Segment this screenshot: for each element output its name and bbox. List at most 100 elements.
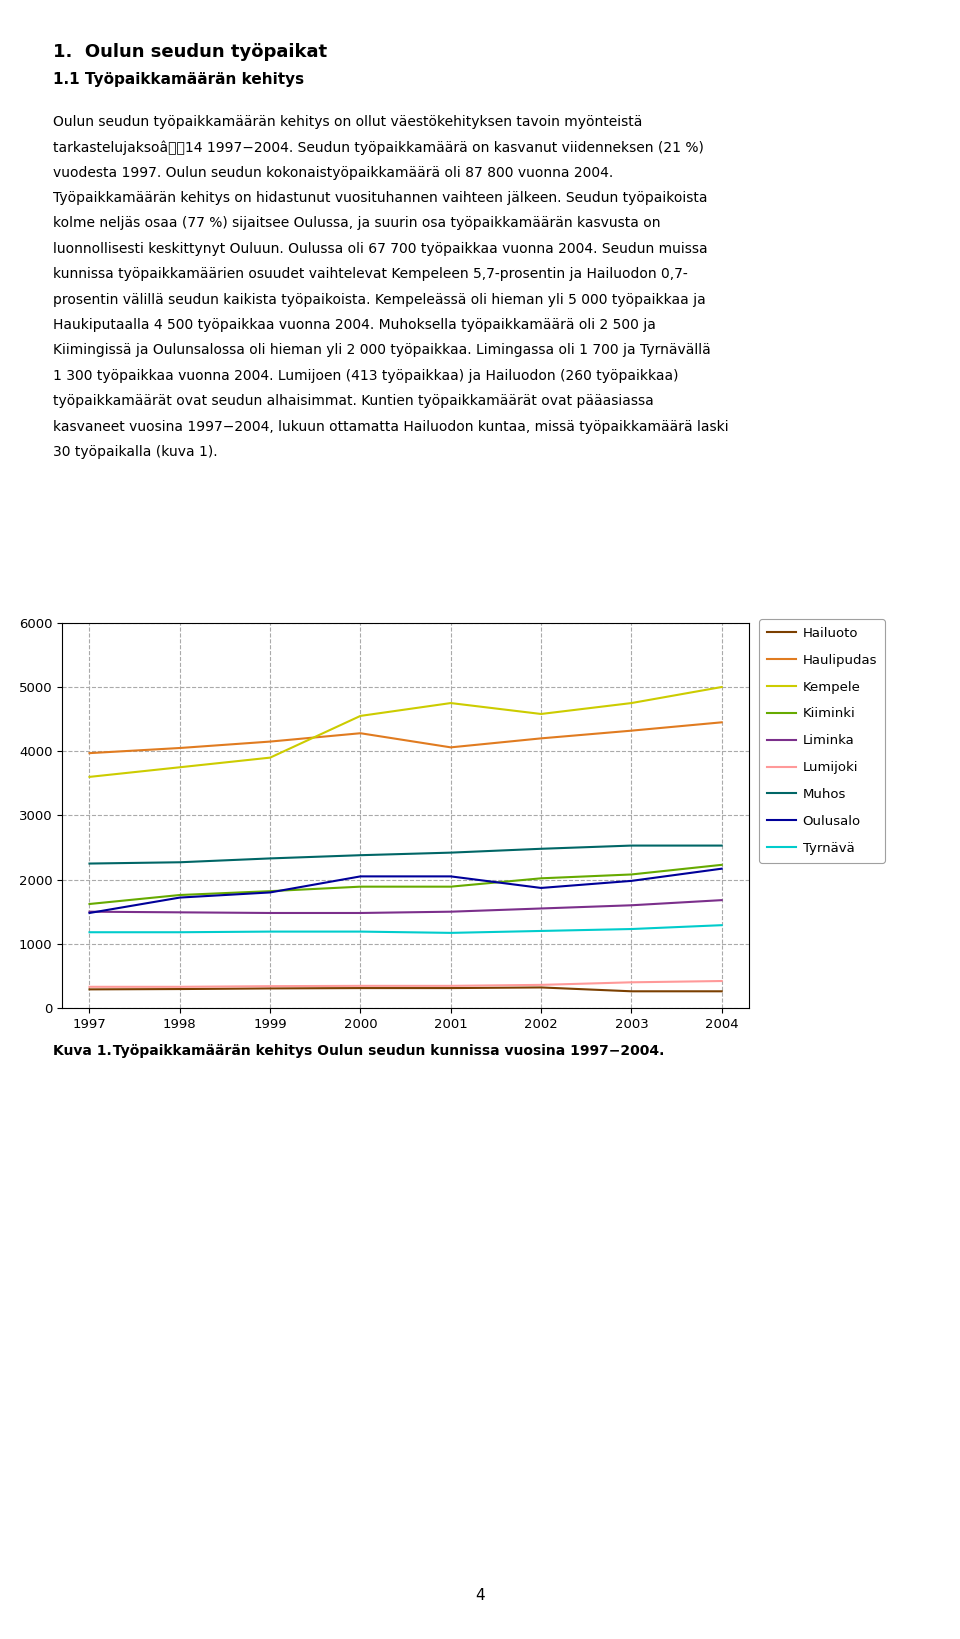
- Oulusalo: [626, 870, 637, 890]
- Hailuoto: [264, 978, 276, 998]
- Kempele: [354, 706, 366, 726]
- Haulipudas: [354, 723, 366, 742]
- Kempele: [174, 757, 185, 777]
- Muhos: [536, 839, 547, 859]
- Liminka: [264, 903, 276, 923]
- Liminka: [445, 901, 457, 921]
- Text: vuodesta 1997. Oulun seudun kokonaistyöpaikkamäärä oli 87 800 vuonna 2004.: vuodesta 1997. Oulun seudun kokonaistyöp…: [53, 166, 613, 180]
- Text: Työpaikkamäärän kehitys on hidastunut vuosituhannen vaihteen jälkeen. Seudun työ: Työpaikkamäärän kehitys on hidastunut vu…: [53, 190, 708, 205]
- Tyrnävä: [536, 921, 547, 941]
- Lumijoki: [626, 972, 637, 992]
- Oulusalo: [354, 867, 366, 887]
- Kempele: [84, 767, 95, 787]
- Kiiminki: [626, 865, 637, 885]
- Text: Kiimingissä ja Oulunsalossa oli hieman yli 2 000 työpaikkaa. Limingassa oli 1 70: Kiimingissä ja Oulunsalossa oli hieman y…: [53, 344, 710, 357]
- Line: Muhos: Muhos: [89, 846, 722, 864]
- Oulusalo: [84, 903, 95, 923]
- Line: Hailuoto: Hailuoto: [89, 987, 722, 992]
- Line: Oulusalo: Oulusalo: [89, 869, 722, 913]
- Liminka: [84, 901, 95, 921]
- Hailuoto: [445, 978, 457, 998]
- Lumijoki: [84, 977, 95, 997]
- Text: 30 työpaikalla (kuva 1).: 30 työpaikalla (kuva 1).: [53, 444, 217, 459]
- Kiiminki: [174, 885, 185, 905]
- Muhos: [174, 852, 185, 872]
- Text: Haukiputaalla 4 500 työpaikkaa vuonna 2004. Muhoksella työpaikkamäärä oli 2 500 : Haukiputaalla 4 500 työpaikkaa vuonna 20…: [53, 318, 656, 333]
- Muhos: [626, 836, 637, 856]
- Text: kunnissa työpaikkamäärien osuudet vaihtelevat Kempeleen 5,7-prosentin ja Hailuod: kunnissa työpaikkamäärien osuudet vaihte…: [53, 267, 687, 282]
- Kiiminki: [536, 869, 547, 888]
- Line: Lumijoki: Lumijoki: [89, 982, 722, 987]
- Line: Liminka: Liminka: [89, 900, 722, 913]
- Liminka: [174, 903, 185, 923]
- Hailuoto: [626, 982, 637, 1001]
- Kempele: [445, 693, 457, 713]
- Lumijoki: [354, 975, 366, 995]
- Liminka: [354, 903, 366, 923]
- Hailuoto: [84, 980, 95, 1000]
- Text: 4: 4: [475, 1588, 485, 1603]
- Lumijoki: [536, 975, 547, 995]
- Haulipudas: [536, 728, 547, 747]
- Text: luonnollisesti keskittynyt Ouluun. Oulussa oli 67 700 työpaikkaa vuonna 2004. Se: luonnollisesti keskittynyt Ouluun. Oulus…: [53, 243, 708, 256]
- Lumijoki: [264, 977, 276, 997]
- Kiiminki: [354, 877, 366, 897]
- Haulipudas: [84, 744, 95, 764]
- Kempele: [264, 747, 276, 767]
- Oulusalo: [445, 867, 457, 887]
- Lumijoki: [445, 975, 457, 995]
- Tyrnävä: [354, 921, 366, 941]
- Text: työpaikkamäärät ovat seudun alhaisimmat. Kuntien työpaikkamäärät ovat pääasiassa: työpaikkamäärät ovat seudun alhaisimmat.…: [53, 395, 654, 408]
- Text: Työpaikkamäärän kehitys Oulun seudun kunnissa vuosina 1997−2004.: Työpaikkamäärän kehitys Oulun seudun kun…: [103, 1044, 664, 1059]
- Oulusalo: [264, 882, 276, 901]
- Hailuoto: [716, 982, 728, 1001]
- Lumijoki: [716, 972, 728, 992]
- Lumijoki: [174, 977, 185, 997]
- Kiiminki: [84, 895, 95, 915]
- Oulusalo: [716, 859, 728, 879]
- Kempele: [716, 677, 728, 697]
- Haulipudas: [716, 713, 728, 733]
- Oulusalo: [536, 879, 547, 898]
- Tyrnävä: [174, 923, 185, 942]
- Liminka: [716, 890, 728, 910]
- Kiiminki: [264, 882, 276, 901]
- Muhos: [84, 854, 95, 874]
- Hailuoto: [354, 978, 366, 998]
- Kiiminki: [445, 877, 457, 897]
- Tyrnävä: [445, 923, 457, 942]
- Text: 1 300 työpaikkaa vuonna 2004. Lumijoen (413 työpaikkaa) ja Hailuodon (260 työpai: 1 300 työpaikkaa vuonna 2004. Lumijoen (…: [53, 369, 679, 384]
- Kempele: [626, 693, 637, 713]
- Muhos: [445, 842, 457, 862]
- Text: 1.  Oulun seudun työpaikat: 1. Oulun seudun työpaikat: [53, 43, 327, 61]
- Oulusalo: [174, 888, 185, 908]
- Text: Oulun seudun työpaikkamäärän kehitys on ollut väestökehityksen tavoin myönteistä: Oulun seudun työpaikkamäärän kehitys on …: [53, 115, 642, 129]
- Kempele: [536, 705, 547, 724]
- Line: Tyrnävä: Tyrnävä: [89, 924, 722, 933]
- Muhos: [264, 849, 276, 869]
- Line: Haulipudas: Haulipudas: [89, 723, 722, 754]
- Text: Kuva 1.: Kuva 1.: [53, 1044, 111, 1059]
- Liminka: [536, 898, 547, 918]
- Liminka: [626, 895, 637, 915]
- Line: Kempele: Kempele: [89, 687, 722, 777]
- Text: kasvaneet vuosina 1997−2004, lukuun ottamatta Hailuodon kuntaa, missä työpaikkam: kasvaneet vuosina 1997−2004, lukuun otta…: [53, 420, 729, 434]
- Haulipudas: [264, 731, 276, 751]
- Text: kolme neljäs osaa (77 %) sijaitsee Oulussa, ja suurin osa työpaikkamäärän kasvus: kolme neljäs osaa (77 %) sijaitsee Oulus…: [53, 216, 660, 231]
- Tyrnävä: [264, 921, 276, 941]
- Legend: Hailuoto, Haulipudas, Kempele, Kiiminki, Liminka, Lumijoki, Muhos, Oulusalo, Tyr: Hailuoto, Haulipudas, Kempele, Kiiminki,…: [759, 620, 885, 862]
- Kiiminki: [716, 856, 728, 875]
- Muhos: [354, 846, 366, 865]
- Muhos: [716, 836, 728, 856]
- Tyrnävä: [716, 915, 728, 934]
- Tyrnävä: [84, 923, 95, 942]
- Line: Kiiminki: Kiiminki: [89, 865, 722, 905]
- Haulipudas: [174, 738, 185, 757]
- Text: prosentin välillä seudun kaikista työpaikoista. Kempeleässä oli hieman yli 5 000: prosentin välillä seudun kaikista työpai…: [53, 292, 706, 306]
- Hailuoto: [536, 977, 547, 997]
- Haulipudas: [445, 738, 457, 757]
- Text: 1.1 Työpaikkamäärän kehitys: 1.1 Työpaikkamäärän kehitys: [53, 72, 304, 87]
- Tyrnävä: [626, 919, 637, 939]
- Hailuoto: [174, 978, 185, 998]
- Haulipudas: [626, 721, 637, 741]
